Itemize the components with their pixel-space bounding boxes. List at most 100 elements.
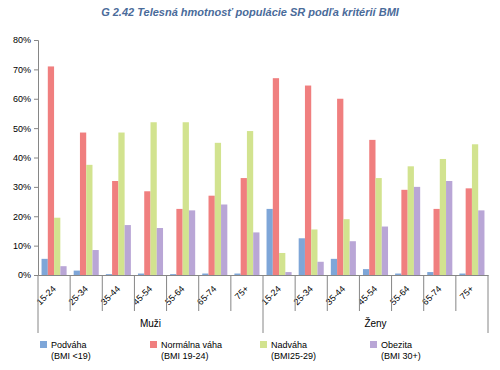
- y-tick-label: 40%: [13, 153, 31, 163]
- x-tick-label: 75+: [233, 284, 251, 302]
- bars: [42, 66, 485, 275]
- bar: [138, 274, 144, 275]
- bar: [472, 144, 478, 275]
- bar: [311, 229, 317, 275]
- bar: [434, 209, 440, 275]
- legend-label: Nadváha(BMI25-29): [271, 340, 316, 361]
- bar: [305, 86, 311, 275]
- bar: [440, 159, 446, 275]
- bar: [279, 253, 285, 275]
- bar: [427, 272, 433, 275]
- bar: [299, 238, 305, 275]
- legend-label-line: (BMI <19): [51, 351, 91, 361]
- legend-item: Podváha(BMI <19): [40, 340, 91, 361]
- y-tick: 70%: [13, 65, 38, 75]
- y-tick-label: 0%: [18, 270, 31, 280]
- y-tick-label: 60%: [13, 94, 31, 104]
- y-tick-mark: [34, 275, 38, 276]
- legend-swatch: [370, 341, 377, 348]
- y-tick: 30%: [13, 182, 38, 192]
- legend-label-line: Normálna váha: [161, 340, 222, 350]
- bar: [144, 191, 150, 275]
- bar: [74, 271, 80, 275]
- bar: [376, 178, 382, 275]
- legend-label-line: (BMI 19-24): [161, 351, 209, 361]
- legend: Podváha(BMI <19) Normálna váha(BMI 19-24)…: [40, 340, 421, 361]
- bar: [273, 78, 279, 275]
- legend-swatch: [40, 341, 47, 348]
- bar: [401, 190, 407, 275]
- y-tick-mark: [34, 40, 38, 41]
- y-axis: 0% 10% 20% 30% 40% 50% 60% 70% 80%: [13, 35, 39, 280]
- legend-swatch: [260, 341, 267, 348]
- separator: [295, 275, 296, 311]
- separator: [230, 275, 231, 311]
- legend-label: Obezita(BMI 30+): [381, 340, 421, 361]
- separator: [391, 275, 392, 311]
- bar: [125, 225, 131, 275]
- group-label: Ženy: [364, 317, 386, 329]
- separator: [198, 275, 199, 311]
- bar: [234, 274, 240, 275]
- bar: [317, 262, 323, 275]
- y-tick-mark: [34, 216, 38, 217]
- bar: [369, 140, 375, 275]
- bar: [267, 209, 273, 275]
- legend-label: Normálna váha(BMI 19-24): [161, 340, 222, 361]
- title: G 2.42 Telesná hmotnosť populácie SR pod…: [101, 6, 400, 18]
- y-tick: 10%: [13, 241, 38, 251]
- y-tick: 60%: [13, 94, 38, 104]
- bar: [80, 133, 86, 275]
- bar: [414, 187, 420, 275]
- y-tick: 50%: [13, 124, 38, 134]
- y-tick-label: 10%: [13, 241, 31, 251]
- y-tick-mark: [34, 69, 38, 70]
- bar: [209, 196, 215, 275]
- bar: [478, 210, 484, 275]
- series: [60, 181, 484, 275]
- bar: [337, 99, 343, 275]
- bar: [92, 250, 98, 275]
- separators: [38, 275, 488, 333]
- bar: [221, 205, 227, 276]
- separator: [70, 275, 71, 311]
- bar: [241, 178, 247, 275]
- bar: [350, 241, 356, 275]
- separator: [166, 275, 167, 311]
- bar: [183, 122, 189, 275]
- bar: [395, 274, 401, 275]
- bar: [446, 181, 452, 275]
- y-tick: 20%: [13, 212, 38, 222]
- legend-item: Obezita(BMI 30+): [370, 340, 421, 361]
- bar: [170, 274, 176, 275]
- legend-item: Normálna váha(BMI 19-24): [150, 340, 222, 361]
- legend-label: Podváha(BMI <19): [51, 340, 91, 361]
- legend-item: Nadváha(BMI25-29): [260, 340, 316, 361]
- legend-label-line: (BMI25-29): [271, 351, 316, 361]
- separator: [102, 275, 103, 311]
- bar: [285, 272, 291, 275]
- bar: [151, 122, 157, 275]
- legend-swatch: [150, 341, 157, 348]
- y-tick-label: 30%: [13, 182, 31, 192]
- separator: [359, 275, 360, 311]
- y-tick: 80%: [13, 35, 38, 45]
- plot: 0%10%20%30%40%50%60%70%80%15-2425-3435-4…: [13, 35, 489, 333]
- separator: [455, 275, 456, 311]
- bar: [112, 181, 118, 275]
- separator: [488, 275, 489, 333]
- y-tick-mark: [34, 99, 38, 100]
- legend-label-line: Podváha: [51, 340, 87, 350]
- bar: [48, 66, 54, 275]
- bar: [54, 218, 60, 275]
- y-tick: 0%: [18, 270, 38, 280]
- bar: [176, 209, 182, 275]
- separator: [134, 275, 135, 311]
- legend-label-line: Nadváha: [271, 340, 307, 350]
- legend-label-line: Obezita: [381, 340, 412, 350]
- bar: [247, 131, 253, 275]
- bar: [42, 259, 48, 275]
- y-tick-mark: [34, 246, 38, 247]
- separator: [423, 275, 424, 311]
- y-tick-mark: [34, 158, 38, 159]
